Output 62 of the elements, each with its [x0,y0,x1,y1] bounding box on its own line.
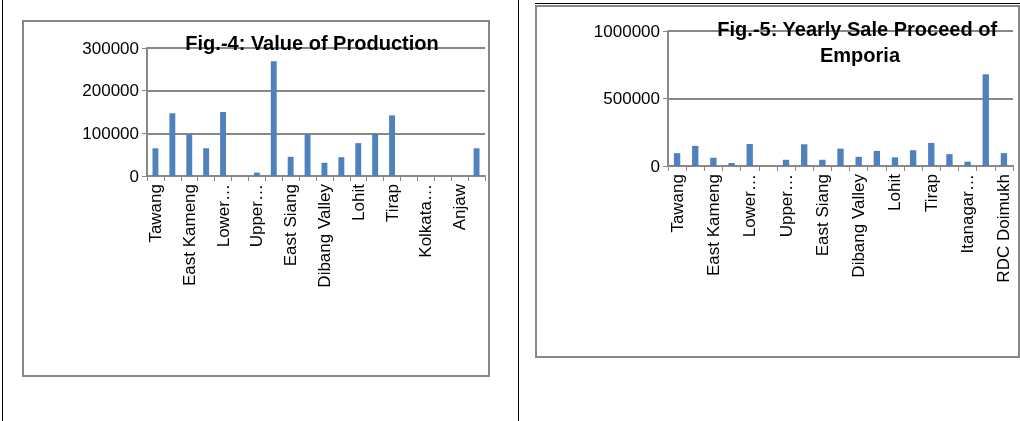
chart-title: Fig.-5: Yearly Sale Proceed of Emporia [717,18,1003,66]
bar [982,74,989,166]
bar [710,157,717,166]
x-tick-label: RDC Doimukh [994,174,1014,283]
x-tick-label: Dibang Valley [849,173,869,278]
bar [746,144,753,166]
bar [372,133,379,176]
x-tick-label: Tirap [382,184,402,223]
x-tick-label: Lohit [348,183,368,221]
bar [782,159,790,166]
bar [321,162,328,176]
chart-title: Fig.-4: Value of Production [185,32,439,54]
bar [169,113,176,176]
bar [692,145,699,166]
y-tick-label: 0 [129,166,139,186]
bar [873,150,880,166]
bar [220,112,227,176]
bar [186,134,193,176]
bar [909,150,917,166]
bar [338,157,345,176]
bar [270,61,277,176]
x-tick-label: Lower… [740,174,760,238]
bar [728,163,735,166]
bar [964,161,971,166]
x-tick-label: East Siang [812,174,832,257]
bar [389,115,396,176]
bar [891,157,899,166]
x-tick-label: Anjaw [450,183,470,231]
x-tick-label: Lower… [213,184,233,248]
bar [1000,153,1008,166]
bar [203,148,210,176]
bar [855,156,862,166]
bar [152,148,159,176]
bar [473,148,480,176]
x-tick-label: East Siang [281,184,301,267]
y-tick-label: 0 [650,156,660,176]
bar [837,148,844,166]
x-tick-label: Kolkata… [416,184,436,258]
x-tick-label: Lohit [885,173,905,211]
bar [673,153,681,166]
x-tick-label: Tirap [921,174,941,213]
bar [946,154,953,166]
x-tick-label: Upper… [247,184,267,248]
y-tick-label: 200000 [82,81,139,101]
bar [287,156,294,176]
x-tick-label: East Kameng [179,184,199,287]
y-tick-label: 100000 [82,123,139,143]
x-tick-label: Itanagar… [958,174,978,254]
x-tick-label: Tawang [145,184,165,243]
bar [304,134,311,176]
bar [801,144,808,166]
bar [355,143,362,176]
y-tick-label: 1000000 [593,21,660,41]
y-tick-label: 500000 [603,89,660,108]
x-tick-label: East Kameng [703,174,723,277]
bar [819,159,826,166]
x-tick-label: Tawang [667,174,687,233]
x-tick-label: Upper… [776,174,796,238]
bar [253,172,260,176]
bar [928,142,935,166]
x-tick-label: Dibang Valley [314,183,334,288]
y-tick-label: 300000 [82,38,139,58]
